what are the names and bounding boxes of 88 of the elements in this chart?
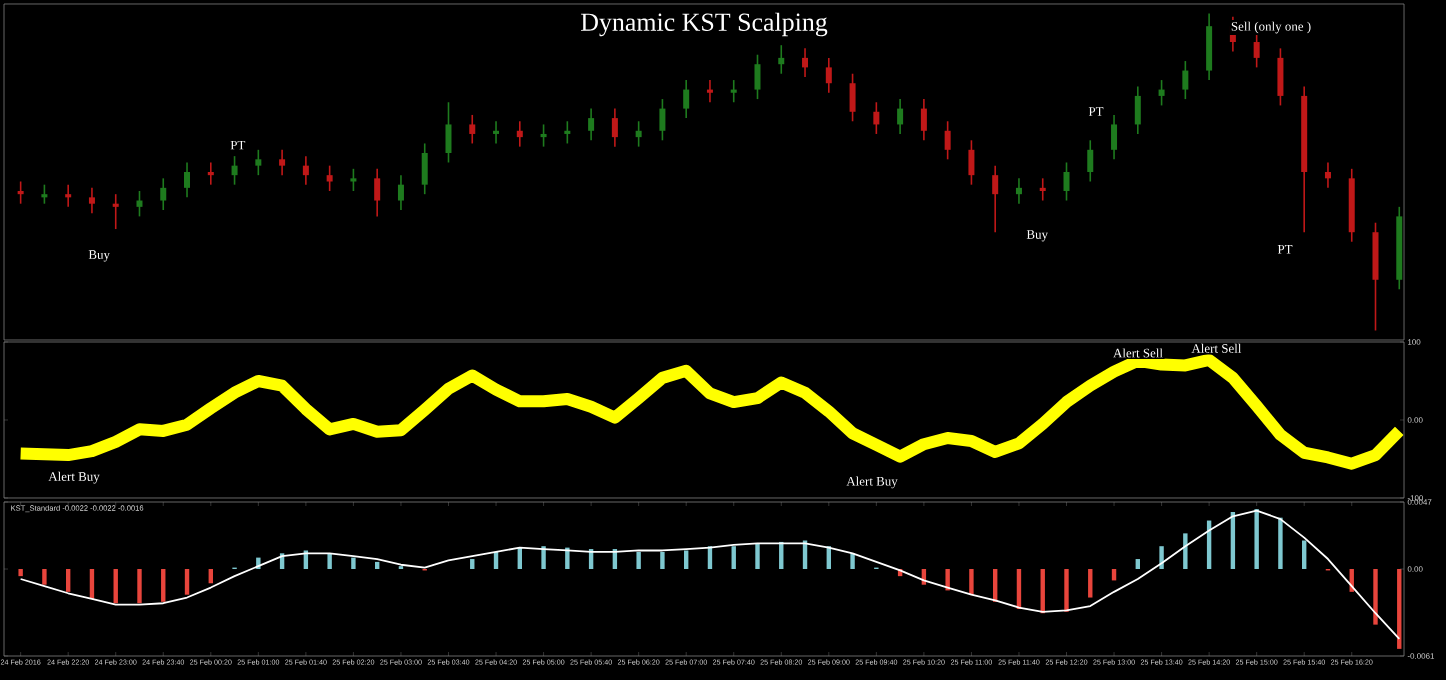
bar — [1135, 559, 1141, 570]
bar — [969, 569, 974, 595]
candlestick — [374, 168, 381, 218]
candlestick — [944, 120, 951, 161]
candlestick — [611, 107, 618, 148]
bar — [1301, 540, 1307, 570]
candlestick — [1253, 31, 1260, 69]
bar — [137, 569, 142, 604]
candlestick — [897, 98, 904, 135]
bar — [161, 569, 166, 602]
candlestick — [112, 193, 119, 230]
candlestick — [255, 149, 262, 176]
bar — [636, 551, 641, 570]
candlestick — [469, 114, 476, 145]
candlestick — [992, 164, 999, 234]
candlestick — [659, 98, 666, 142]
candlestick — [1348, 168, 1355, 243]
bar — [1183, 533, 1188, 570]
bar — [850, 553, 855, 570]
candlestick — [421, 142, 428, 195]
candlestick — [88, 187, 95, 214]
candlestick — [540, 123, 547, 148]
candlestick — [683, 79, 690, 119]
candlestick — [1396, 206, 1403, 291]
bar — [565, 547, 570, 570]
candlestick — [920, 98, 927, 142]
candlestick — [302, 155, 309, 186]
bar — [683, 550, 689, 570]
candlestick — [1087, 139, 1094, 183]
candlestick — [1301, 85, 1308, 234]
candlestick — [825, 57, 832, 94]
candlestick — [1158, 79, 1165, 107]
bar — [42, 569, 47, 585]
candlestick — [1182, 60, 1189, 100]
bar — [374, 561, 380, 570]
candlestick — [65, 183, 72, 208]
candlestick — [1015, 177, 1022, 205]
candlestick — [706, 79, 713, 104]
candlestick — [564, 120, 571, 145]
bar — [1088, 569, 1093, 598]
candlestick — [136, 190, 143, 218]
candlestick — [493, 120, 500, 145]
candlestick — [1063, 161, 1070, 202]
bar — [18, 569, 23, 577]
bar — [731, 546, 736, 570]
candlestick — [1277, 47, 1284, 107]
candlestick — [730, 79, 737, 104]
candlestick — [778, 44, 785, 75]
bar — [1159, 546, 1164, 570]
candlestick — [849, 72, 856, 123]
candlestick — [1134, 85, 1141, 135]
bar — [1278, 517, 1283, 570]
candlestick — [1206, 12, 1213, 81]
bar — [65, 569, 71, 592]
bar — [755, 543, 760, 570]
candlestick — [17, 180, 24, 205]
candlestick — [350, 168, 357, 192]
candlestick — [635, 120, 642, 148]
candlestick — [802, 47, 809, 78]
candlestick — [279, 149, 286, 176]
candlestick — [754, 53, 761, 100]
candlestick — [184, 161, 191, 199]
candlestick — [397, 174, 404, 211]
bar — [351, 557, 356, 570]
bar — [1254, 509, 1259, 570]
bar — [327, 553, 332, 570]
candlestick — [41, 183, 48, 205]
bar — [470, 559, 475, 570]
candlestick — [873, 101, 880, 135]
candlestick — [445, 101, 452, 164]
bar — [541, 546, 546, 570]
candlestick — [1039, 177, 1046, 202]
bar — [184, 569, 190, 595]
bar — [1373, 569, 1378, 625]
candlestick — [1111, 114, 1118, 161]
candlestick — [207, 161, 214, 186]
candlestick — [968, 139, 975, 186]
bar — [113, 569, 118, 604]
candlestick — [326, 164, 333, 192]
candlestick — [160, 177, 167, 211]
bar — [1064, 569, 1069, 612]
candlestick — [1372, 221, 1379, 332]
bar — [660, 551, 665, 570]
candlestick — [231, 155, 238, 186]
candlestick — [516, 120, 523, 148]
candlestick — [1324, 161, 1331, 189]
candlestick — [588, 107, 595, 142]
chart-title: Dynamic KST Scalping — [581, 12, 828, 37]
